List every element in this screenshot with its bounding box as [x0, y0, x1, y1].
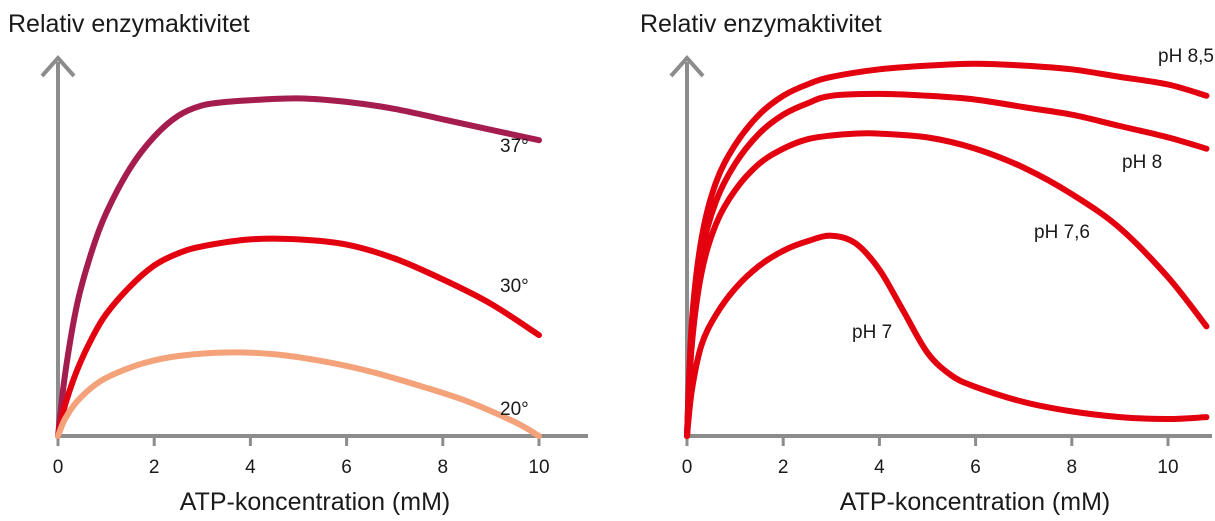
right-x-tick-label-1: 2: [778, 457, 789, 478]
right-series-label-2: pH 7,6: [1034, 222, 1090, 243]
right-x-tick-label-4: 8: [1067, 457, 1078, 478]
left-chart: ATP-koncentration (mM) 0 2 4 6 8 10 37° 30° 20°: [40, 54, 588, 516]
left-series-label-1: 30°: [500, 276, 529, 297]
left-y-axis-arrow: [40, 54, 76, 78]
right-series-label-1: pH 8: [1122, 152, 1162, 173]
right-series-label-0: pH 8,5: [1158, 46, 1214, 67]
left-x-tick-label-2: 4: [245, 457, 256, 478]
left-series-line-1: [55, 235, 542, 439]
right-x-tick-label-2: 4: [874, 457, 885, 478]
right-series-line-3: [684, 232, 1210, 439]
left-x-tick-label-0: 0: [53, 457, 64, 478]
right-x-tick-label-5: 10: [1157, 457, 1178, 478]
left-series-label-0: 37°: [500, 136, 529, 157]
right-chart: ATP-koncentration (mM) 0 2 4 6 8 10 pH 8,5 pH 8…: [669, 46, 1214, 516]
left-chart-xlabel: ATP-koncentration (mM): [180, 488, 450, 516]
right-series-line-2: [684, 130, 1210, 439]
right-chart-xlabel: ATP-koncentration (mM): [840, 488, 1110, 516]
left-x-tick-label-5: 10: [528, 457, 549, 478]
right-chart-ylabel: Relativ enzymaktivitet: [640, 10, 882, 38]
right-series-line-1: [684, 90, 1210, 439]
left-series-label-2: 20°: [500, 399, 529, 420]
left-series-line-0: [55, 95, 542, 439]
left-series-line-2: [55, 349, 542, 439]
left-x-tick-label-4: 8: [438, 457, 449, 478]
right-series-label-3: pH 7: [852, 322, 892, 343]
left-chart-ylabel: Relativ enzymaktivitet: [8, 10, 250, 38]
right-x-tick-label-0: 0: [682, 457, 693, 478]
right-y-axis-arrow: [669, 54, 705, 78]
right-x-tick-label-3: 6: [970, 457, 981, 478]
right-series-line-0: [684, 60, 1210, 439]
left-x-tick-label-3: 6: [341, 457, 352, 478]
left-x-tick-label-1: 2: [149, 457, 160, 478]
